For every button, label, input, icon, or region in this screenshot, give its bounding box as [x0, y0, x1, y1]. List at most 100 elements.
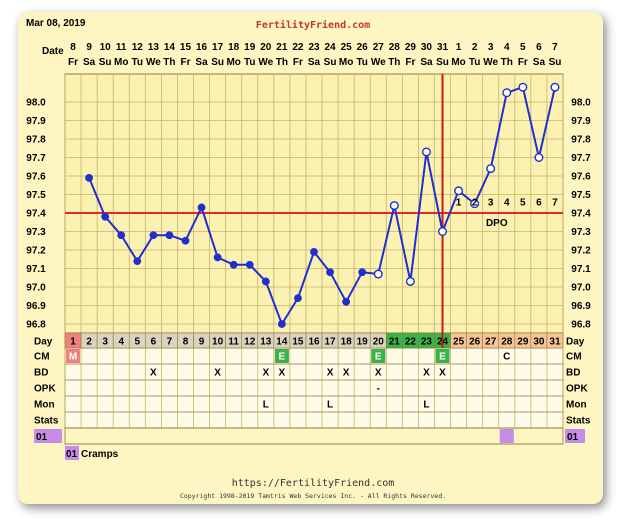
- temperature-point[interactable]: [470, 199, 480, 209]
- day-number: 14: [276, 337, 288, 348]
- day-number: 15: [292, 337, 304, 348]
- bd-value: X: [262, 368, 269, 379]
- day-number: 25: [453, 337, 465, 348]
- stats-label-right: 01: [567, 432, 579, 443]
- weekday-label: Fr: [180, 57, 190, 68]
- temperature-point[interactable]: [245, 260, 254, 269]
- stats-cell: [499, 429, 514, 443]
- bd-value: X: [279, 368, 286, 379]
- temperature-point[interactable]: [149, 231, 158, 240]
- row-label-left: BD: [34, 368, 48, 379]
- weekday-label: Su: [436, 57, 449, 68]
- day-number: 30: [533, 337, 545, 348]
- temperature-point[interactable]: [197, 203, 206, 212]
- plot-area: [64, 73, 564, 334]
- temperature-point[interactable]: [373, 269, 383, 279]
- temperature-point[interactable]: [294, 294, 302, 302]
- temperature-point[interactable]: [518, 82, 528, 92]
- weekday-label: Th: [501, 57, 513, 68]
- temperature-point[interactable]: [261, 277, 270, 286]
- row-label-right: Mon: [566, 400, 587, 411]
- mon-value: L: [423, 400, 429, 411]
- date-label: 20: [260, 42, 272, 53]
- temperature-point[interactable]: [486, 164, 496, 174]
- temperature-point[interactable]: [229, 260, 238, 269]
- day-number: 11: [228, 337, 239, 348]
- weekday-label: Fr: [68, 57, 78, 68]
- weekday-label: Su: [324, 57, 337, 68]
- y-tick-left: 97.6: [26, 172, 46, 183]
- dpo-number: 6: [536, 198, 542, 209]
- bd-value: X: [343, 368, 350, 379]
- y-tick-left: 96.8: [26, 320, 46, 331]
- day-number: 1: [70, 337, 76, 348]
- footer-copyright: Copyright 1998-2019 Tamtris Web Services…: [180, 492, 446, 500]
- weekday-label: Tu: [244, 57, 255, 68]
- temperature-point[interactable]: [454, 186, 464, 196]
- weekday-label: Mo: [114, 57, 128, 68]
- y-tick-right: 97.4: [571, 209, 591, 220]
- temperature-point[interactable]: [85, 173, 93, 182]
- opk-value: -: [377, 384, 380, 395]
- row-label-left: Mon: [34, 400, 55, 411]
- temperature-point[interactable]: [550, 82, 560, 92]
- y-tick-left: 97.2: [26, 246, 46, 257]
- cm-value: M: [69, 352, 77, 363]
- temperature-point[interactable]: [101, 212, 110, 221]
- row-label-right: BD: [566, 368, 580, 379]
- day-number: 2: [86, 337, 92, 348]
- row-label-left: OPK: [34, 384, 56, 395]
- day-number: 24: [437, 337, 449, 348]
- temperature-point[interactable]: [213, 253, 222, 262]
- weekday-label: Sa: [533, 57, 546, 68]
- date-label: 9: [86, 42, 92, 53]
- row-label-left: Stats: [34, 416, 59, 427]
- stats-label-left: 01: [36, 432, 48, 443]
- date-label: 8: [70, 42, 76, 53]
- date-label: 4: [504, 42, 510, 53]
- date-label: 26: [357, 42, 369, 53]
- temperature-point[interactable]: [165, 231, 174, 240]
- weekday-label: Sa: [308, 57, 321, 68]
- cm-cell: [274, 349, 289, 363]
- temperature-point[interactable]: [358, 268, 367, 277]
- row-label-left: Day: [34, 337, 53, 348]
- date-label: 17: [212, 42, 224, 53]
- temperature-point[interactable]: [342, 297, 351, 306]
- temperature-point[interactable]: [326, 268, 334, 277]
- bd-value: X: [375, 368, 382, 379]
- temperature-point[interactable]: [438, 226, 448, 236]
- weekday-label: Sa: [83, 57, 96, 68]
- temperature-point[interactable]: [405, 276, 415, 286]
- row-label-right: CM: [566, 352, 582, 363]
- temperature-point[interactable]: [277, 320, 286, 328]
- temperature-point[interactable]: [133, 257, 142, 265]
- footer-url[interactable]: https://FertilityFriend.com: [232, 478, 395, 489]
- cm-value: E: [439, 352, 446, 363]
- bd-value: X: [423, 368, 430, 379]
- temperature-point[interactable]: [389, 201, 399, 211]
- day-number: 31: [549, 337, 561, 348]
- date-label: 16: [196, 42, 208, 53]
- date-label: 30: [421, 42, 433, 53]
- note-code: 01: [66, 449, 78, 460]
- chart-date: Mar 08, 2019: [26, 18, 86, 29]
- y-tick-left: 97.3: [26, 227, 46, 238]
- y-tick-right: 97.2: [571, 246, 591, 257]
- temperature-point[interactable]: [534, 152, 544, 162]
- temperature-point[interactable]: [421, 147, 431, 157]
- temperature-point[interactable]: [502, 88, 512, 98]
- temperature-point[interactable]: [310, 247, 318, 256]
- weekday-label: Su: [211, 57, 224, 68]
- temperature-point[interactable]: [181, 236, 190, 245]
- date-label: 27: [373, 42, 385, 53]
- temperature-point[interactable]: [117, 231, 126, 240]
- date-label: 15: [180, 42, 192, 53]
- y-tick-right: 97.5: [571, 190, 591, 201]
- weekday-label: Th: [163, 57, 175, 68]
- stats-label-box-right: [565, 429, 585, 443]
- day-number: 4: [118, 337, 124, 348]
- site-title[interactable]: FertilityFriend.com: [256, 19, 370, 31]
- y-tick-right: 97.8: [571, 135, 591, 146]
- date-label: 21: [276, 42, 288, 53]
